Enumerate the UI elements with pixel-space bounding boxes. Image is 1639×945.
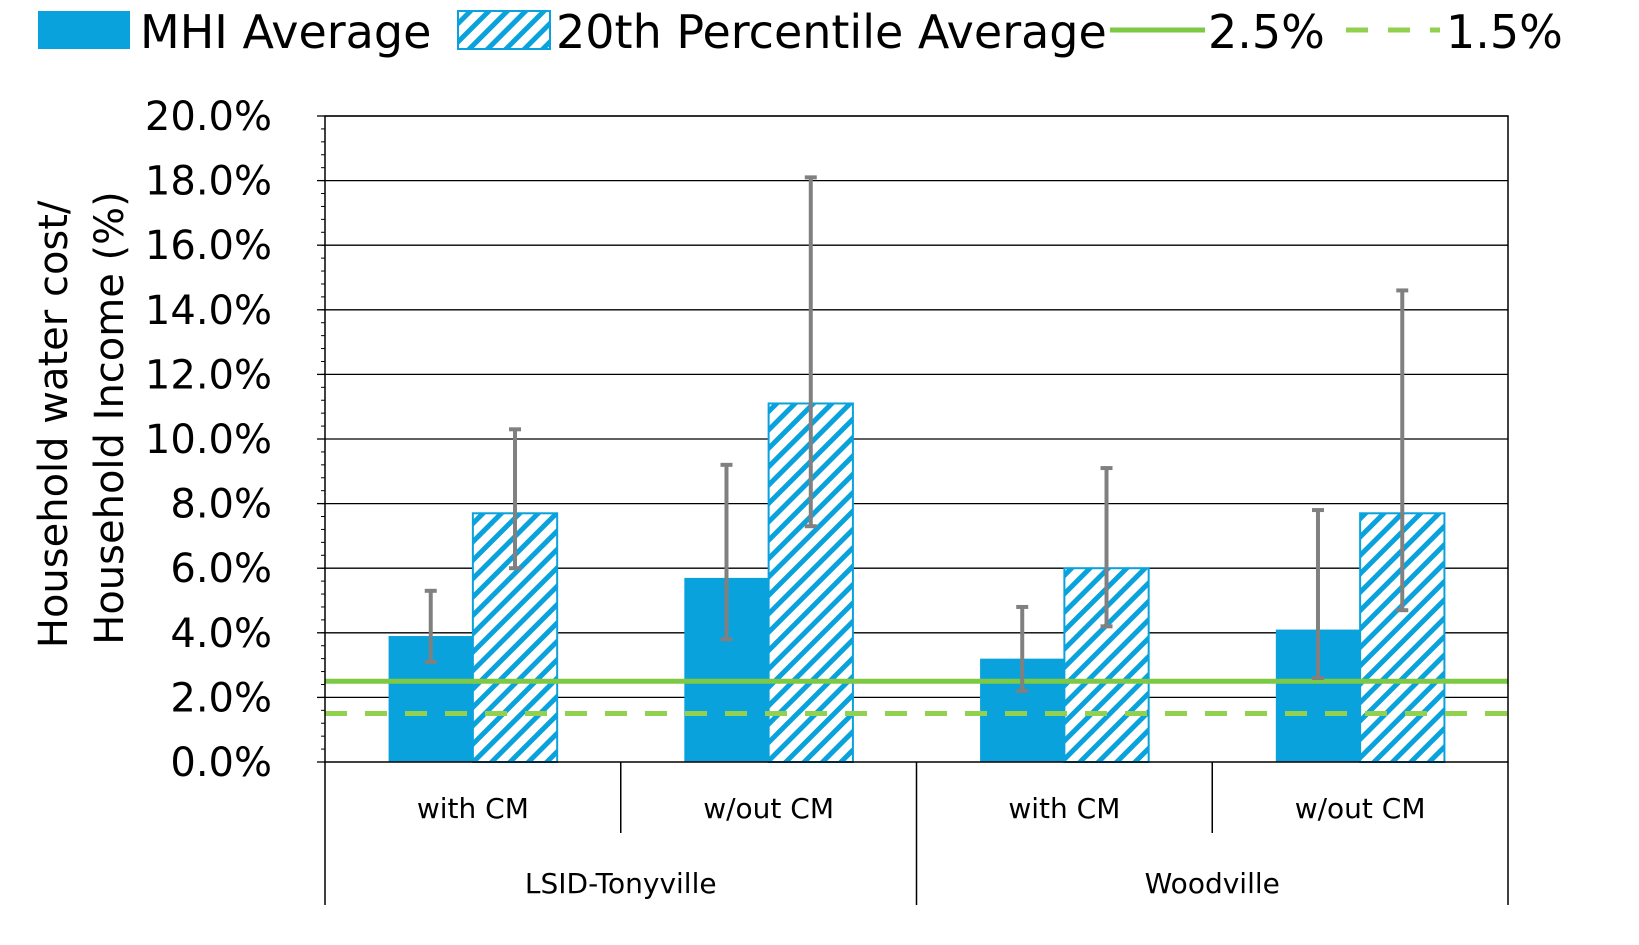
- category-label: with CM: [417, 792, 529, 825]
- y-tick-label: 18.0%: [145, 159, 272, 205]
- plot-area-border: [324, 115, 1509, 763]
- y-tick-label: 8.0%: [170, 482, 272, 528]
- y-tick-label: 2.0%: [170, 675, 272, 721]
- y-tick-label: 12.0%: [145, 352, 272, 398]
- legend-label-mhi-average: MHI Average: [140, 5, 431, 59]
- legend-swatch-mhi-average: [38, 11, 130, 49]
- category-axis: with CM w/out CM LSID-Tonyville with CM w/ou…: [324, 762, 1509, 905]
- y-tick-label: 14.0%: [145, 288, 272, 334]
- category-label: with CM: [1008, 792, 1120, 825]
- legend-label-ref-2-5: 2.5%: [1208, 5, 1325, 59]
- category-label: w/out CM: [1295, 792, 1426, 825]
- category-label: w/out CM: [703, 792, 834, 825]
- y-tick-label: 4.0%: [170, 611, 272, 657]
- group-label: LSID-Tonyville: [525, 867, 717, 900]
- y-axis-ticks: 0.0% 2.0% 4.0% 6.0% 8.0% 10.0% 12.0% 14.0% 16.0%…: [145, 94, 325, 786]
- y-axis-title-line-2: Household Income (%): [87, 191, 133, 645]
- legend: MHI Average 20th Percentile Average 2.5%…: [38, 5, 1563, 59]
- y-tick-label: 16.0%: [145, 223, 272, 269]
- y-axis-title: Household water cost/ Household Income (…: [31, 188, 133, 648]
- y-tick-label: 0.0%: [170, 740, 272, 786]
- reference-lines: [325, 678, 1508, 717]
- legend-label-20th-percentile-average: 20th Percentile Average: [556, 5, 1107, 59]
- legend-label-ref-1-5: 1.5%: [1446, 5, 1563, 59]
- y-axis-title-line-1: Household water cost/: [31, 200, 77, 648]
- bars: [388, 402, 1446, 764]
- error-bars: [424, 175, 1409, 693]
- y-tick-label: 6.0%: [170, 546, 272, 592]
- legend-swatch-20th-percentile-average: [457, 10, 551, 50]
- y-tick-label: 20.0%: [145, 94, 272, 140]
- y-tick-label: 10.0%: [145, 417, 272, 463]
- group-label: Woodville: [1145, 867, 1280, 900]
